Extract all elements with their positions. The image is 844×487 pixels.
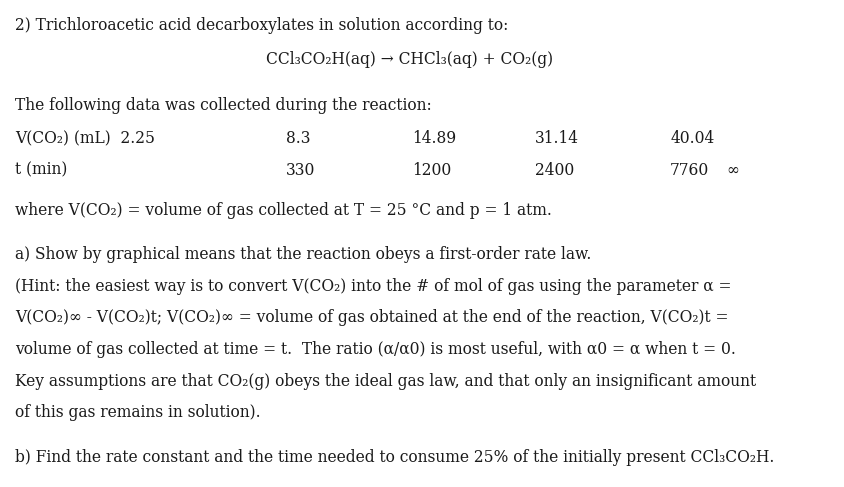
Text: V(CO₂)∞ - V(CO₂)t; V(CO₂)∞ = volume of gas obtained at the end of the reaction, : V(CO₂)∞ - V(CO₂)t; V(CO₂)∞ = volume of g… [15,309,728,326]
Text: volume of gas collected at time = t.  The ratio (α/α0) is most useful, with α0 =: volume of gas collected at time = t. The… [15,341,735,358]
Text: 7760: 7760 [669,162,708,179]
Text: 40.04: 40.04 [669,130,713,147]
Text: where V(CO₂) = volume of gas collected at T = 25 °C and p = 1 atm.: where V(CO₂) = volume of gas collected a… [15,202,551,219]
Text: 2400: 2400 [534,162,573,179]
Text: 1200: 1200 [412,162,451,179]
Text: a) Show by graphical means that the reaction obeys a first-order rate law.: a) Show by graphical means that the reac… [15,246,591,263]
Text: 330: 330 [285,162,315,179]
Text: (Hint: the easiest way is to convert V(CO₂) into the # of mol of gas using the p: (Hint: the easiest way is to convert V(C… [15,278,731,295]
Text: ∞: ∞ [726,162,738,179]
Text: V(CO₂) (mL)  2.25: V(CO₂) (mL) 2.25 [15,130,155,147]
Text: 14.89: 14.89 [412,130,456,147]
Text: 31.14: 31.14 [534,130,578,147]
Text: CCl₃CO₂H(aq) → CHCl₃(aq) + CO₂(g): CCl₃CO₂H(aq) → CHCl₃(aq) + CO₂(g) [266,51,553,68]
Text: of this gas remains in solution).: of this gas remains in solution). [15,404,261,421]
Text: 2) Trichloroacetic acid decarboxylates in solution according to:: 2) Trichloroacetic acid decarboxylates i… [15,17,508,34]
Text: t (min): t (min) [15,162,68,179]
Text: Key assumptions are that CO₂(g) obeys the ideal gas law, and that only an insign: Key assumptions are that CO₂(g) obeys th… [15,373,755,390]
Text: b) Find the rate constant and the time needed to consume 25% of the initially pr: b) Find the rate constant and the time n… [15,449,774,466]
Text: The following data was collected during the reaction:: The following data was collected during … [15,97,431,114]
Text: 8.3: 8.3 [285,130,310,147]
